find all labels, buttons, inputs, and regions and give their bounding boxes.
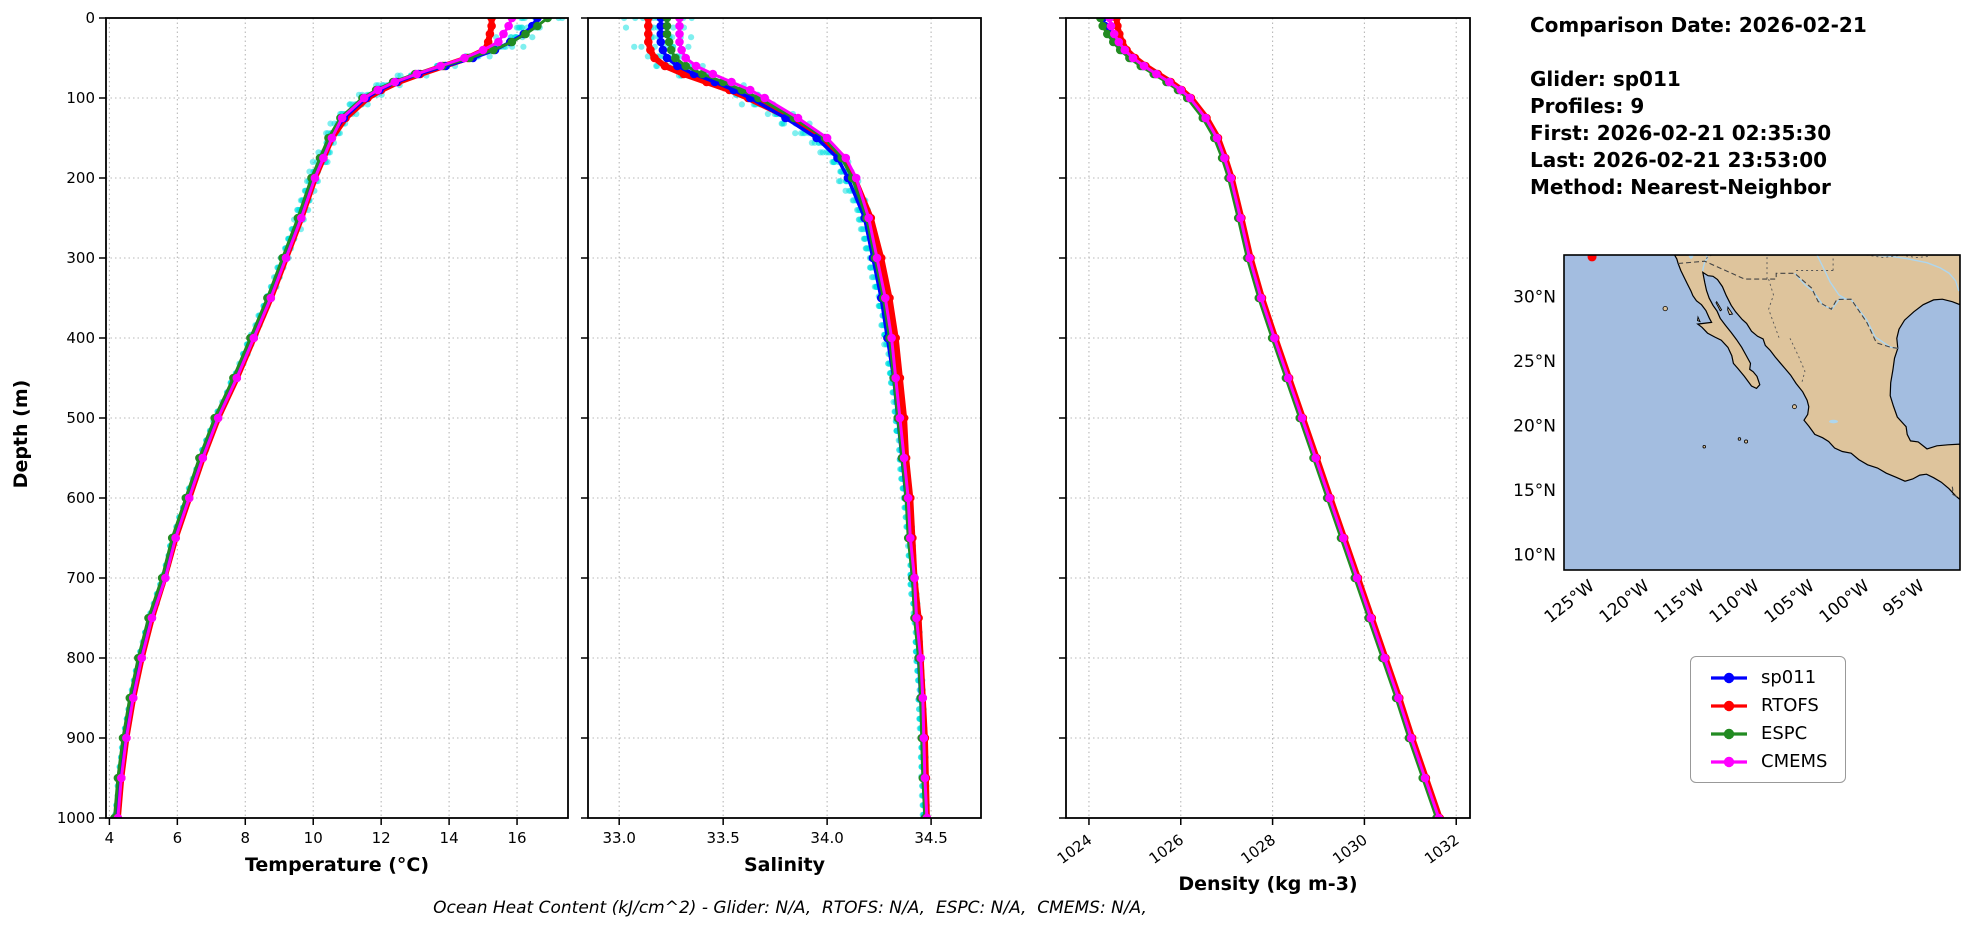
glider-position-marker [1587, 255, 1597, 262]
river [1871, 255, 1960, 292]
legend-label: CMEMS [1761, 751, 1828, 772]
CMEMS-series [113, 18, 517, 818]
x-tick-label: 12 [372, 829, 391, 847]
map-lat-label: 30°N [1513, 287, 1556, 307]
CMEMS-series [675, 18, 932, 818]
map-lon-label: 125°W [1541, 576, 1599, 627]
map-lat-label: 15°N [1513, 481, 1556, 501]
info-line: Glider: sp011 [1530, 67, 1681, 91]
legend-item: CMEMS [1709, 751, 1827, 772]
x-tick-label: 6 [173, 829, 183, 847]
map-panel: 30°N 25°N 20°N 15°N 10°N 125°W120°W115°W110°W… [1513, 254, 1961, 628]
country-border [1678, 260, 1898, 349]
lake [1829, 419, 1838, 424]
x-tick-label: 4 [105, 829, 115, 847]
x-tick-label: 16 [507, 829, 526, 847]
footer-text: Ocean Heat Content (kJ/cm^2) - Glider: N… [433, 898, 1147, 918]
gridlines [106, 17, 568, 819]
salinity-chart: 33.0 33.5 34.0 34.5 Salinity [581, 17, 982, 876]
map-lat-label: 25°N [1513, 352, 1556, 372]
info-line: Last: 2026-02-21 23:53:00 [1530, 148, 1828, 172]
x-tick-label: 1028 [1237, 831, 1278, 868]
map-lon-label: 120°W [1596, 576, 1654, 627]
y-tick-label: 1000 [57, 809, 95, 827]
map-lon-label: 100°W [1816, 576, 1874, 627]
island-dot [1737, 437, 1742, 441]
legend-label: sp011 [1761, 667, 1817, 688]
island [1727, 306, 1734, 316]
legend: sp011 RTOFS ESPC CMEMS [1690, 656, 1847, 783]
x-tick-label: 34.0 [810, 829, 843, 847]
info-line: Comparison Date: 2026-02-21 [1530, 13, 1867, 37]
state-border [1704, 255, 1713, 262]
state-border [1768, 278, 1780, 338]
glider-scatter-points [621, 18, 931, 818]
y-tick-label: 0 [85, 9, 95, 27]
map-lon-label: 110°W [1706, 576, 1764, 627]
y-tick-label: 100 [66, 89, 95, 107]
legend-line-sample [1711, 700, 1747, 711]
legend-item: ESPC [1709, 723, 1827, 744]
x-tick-label: 1030 [1329, 831, 1370, 868]
river [1816, 255, 1846, 300]
island [1697, 315, 1701, 323]
map-frame [1563, 254, 1961, 571]
y-tick-label: 600 [66, 489, 95, 507]
x-tick-label: 33.0 [602, 829, 635, 847]
gridlines [588, 17, 981, 819]
country-border [1951, 486, 1960, 499]
map-lon-label: 105°W [1761, 576, 1819, 627]
temperature-axis-title: Temperature (°C) [245, 854, 429, 876]
y-tick-label: 500 [66, 409, 95, 427]
state-border [1866, 255, 1931, 259]
y-tick-label: 200 [66, 169, 95, 187]
river [1794, 272, 1898, 349]
info-line: First: 2026-02-21 02:35:30 [1530, 121, 1832, 145]
y-tick-label: 300 [66, 249, 95, 267]
info-panel: Comparison Date: 2026-02-21 Glider: sp01… [1530, 12, 1867, 201]
legend-line-sample [1711, 672, 1747, 683]
y-tick-label: 700 [66, 569, 95, 587]
gridlines [1066, 17, 1470, 819]
y-tick-label: 900 [66, 729, 95, 747]
density-chart: 1024 1026 1028 1030 1032 Density (kg m-3) [1054, 17, 1471, 895]
glider-scatter-points [112, 18, 566, 818]
x-tick-label: 1024 [1054, 831, 1095, 868]
y-axis-label: Depth (m) [10, 379, 32, 489]
island-dot [1792, 404, 1797, 410]
lake [1688, 255, 1694, 259]
x-tick-label: 10 [304, 829, 323, 847]
legend-item: sp011 [1709, 667, 1827, 688]
temperature-chart: 4 6 8 10 12 14 16 0 100 200 300 400 500 600 700 800 900 1… [57, 9, 569, 876]
map-lat-label: 10°N [1513, 546, 1556, 566]
salinity-axis-title: Salinity [744, 854, 826, 876]
x-tick-label: 33.5 [706, 829, 739, 847]
info-line: Method: Nearest-Neighbor [1530, 175, 1831, 199]
island-dot [1744, 439, 1749, 444]
y-tick-label: 800 [66, 649, 95, 667]
legend-line-sample [1711, 728, 1747, 739]
legend-item: RTOFS [1709, 695, 1827, 716]
y-tick-label: 400 [66, 329, 95, 347]
island [1715, 300, 1723, 312]
info-line: Profiles: 9 [1530, 94, 1645, 118]
density-axis-title: Density (kg m-3) [1178, 873, 1357, 895]
x-tick-label: 1026 [1146, 831, 1187, 868]
map-lat-label: 20°N [1513, 416, 1556, 436]
legend-label: ESPC [1761, 723, 1808, 744]
x-tick-label: 1032 [1421, 831, 1462, 868]
CMEMS-series [1105, 18, 1444, 818]
island-dot [1702, 445, 1706, 449]
legend-label: RTOFS [1761, 695, 1819, 716]
info-line [1530, 39, 1867, 66]
x-tick-label: 8 [241, 829, 251, 847]
map-lon-label: 115°W [1651, 576, 1709, 627]
land-mexico-usa [1673, 255, 1960, 501]
legend-line-sample [1711, 756, 1747, 767]
x-tick-label: 34.5 [914, 829, 947, 847]
map-lon-label: 95°W [1879, 576, 1928, 621]
island-dot [1662, 305, 1668, 312]
x-tick-label: 14 [440, 829, 459, 847]
